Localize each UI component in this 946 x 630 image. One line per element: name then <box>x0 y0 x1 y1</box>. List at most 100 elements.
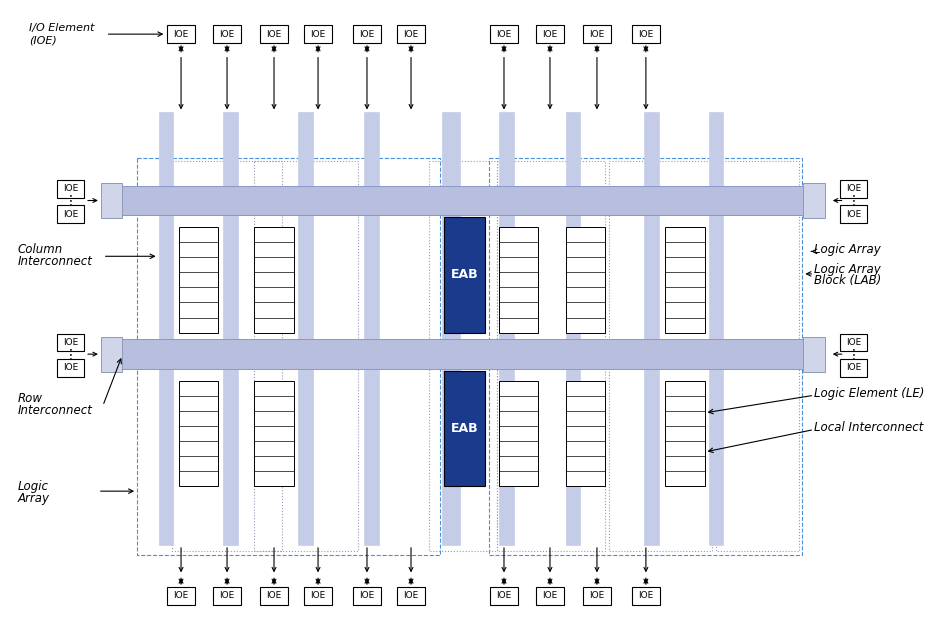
Bar <box>353 25 380 43</box>
Bar <box>159 112 173 545</box>
Bar <box>445 371 485 486</box>
Text: IOE: IOE <box>219 592 235 600</box>
Text: EAB: EAB <box>451 268 479 282</box>
Bar <box>584 587 611 605</box>
Text: I/O Element: I/O Element <box>29 23 95 33</box>
Bar <box>299 112 313 545</box>
Text: IOE: IOE <box>542 30 557 38</box>
Bar <box>499 381 538 486</box>
Text: IOE: IOE <box>173 30 188 38</box>
Text: IOE: IOE <box>267 30 282 38</box>
Bar <box>490 25 517 43</box>
Bar <box>566 112 580 545</box>
Text: IOE: IOE <box>62 338 79 347</box>
Text: Logic: Logic <box>18 480 48 493</box>
Bar <box>260 587 288 605</box>
Text: Logic Array: Logic Array <box>815 243 881 256</box>
Text: ⋮: ⋮ <box>63 195 78 209</box>
Bar <box>57 359 84 377</box>
Text: IOE: IOE <box>846 338 861 347</box>
Bar <box>709 112 723 545</box>
Bar <box>57 334 84 351</box>
Bar <box>101 183 122 218</box>
Text: Interconnect: Interconnect <box>18 404 93 418</box>
Bar <box>137 158 441 555</box>
Text: ⋮: ⋮ <box>847 195 860 209</box>
Bar <box>840 334 867 351</box>
Text: IOE: IOE <box>403 592 419 600</box>
Text: IOE: IOE <box>62 364 79 372</box>
Bar <box>179 227 219 333</box>
Bar <box>429 161 498 551</box>
Bar <box>397 25 425 43</box>
Bar <box>57 180 84 198</box>
Bar <box>223 112 237 545</box>
Bar <box>499 227 538 333</box>
Bar <box>840 180 867 198</box>
Text: IOE: IOE <box>589 592 604 600</box>
Text: EAB: EAB <box>451 422 479 435</box>
Text: IOE: IOE <box>310 592 325 600</box>
Bar <box>536 25 564 43</box>
Bar <box>260 25 288 43</box>
Bar <box>665 381 705 486</box>
Bar <box>803 336 825 372</box>
Bar <box>305 25 332 43</box>
Bar <box>584 25 611 43</box>
Bar <box>803 183 825 218</box>
Text: IOE: IOE <box>589 30 604 38</box>
Text: IOE: IOE <box>542 592 557 600</box>
Text: IOE: IOE <box>403 30 419 38</box>
Bar <box>644 112 658 545</box>
Bar <box>214 587 240 605</box>
Bar <box>397 587 425 605</box>
Text: ⋮: ⋮ <box>63 348 78 362</box>
Bar <box>840 359 867 377</box>
Text: IOE: IOE <box>267 592 282 600</box>
Bar <box>254 161 359 551</box>
Bar <box>353 587 380 605</box>
Text: ⋮: ⋮ <box>847 348 860 362</box>
Bar <box>443 112 460 545</box>
Bar <box>608 161 712 551</box>
Text: IOE: IOE <box>359 30 375 38</box>
Text: IOE: IOE <box>62 184 79 193</box>
Bar <box>716 161 798 551</box>
Text: Interconnect: Interconnect <box>18 255 93 268</box>
Text: Local Interconnect: Local Interconnect <box>815 421 923 434</box>
Bar <box>536 587 564 605</box>
Bar <box>167 587 195 605</box>
Bar <box>840 205 867 223</box>
Bar <box>117 186 808 215</box>
Bar <box>364 112 378 545</box>
Text: Logic Array: Logic Array <box>815 263 881 275</box>
Bar <box>214 25 240 43</box>
Bar <box>117 340 808 369</box>
Text: Column: Column <box>18 243 62 256</box>
Text: IOE: IOE <box>173 592 188 600</box>
Bar <box>167 25 195 43</box>
Bar <box>490 587 517 605</box>
Bar <box>499 112 514 545</box>
Text: IOE: IOE <box>639 30 654 38</box>
Text: IOE: IOE <box>846 364 861 372</box>
Bar <box>172 161 282 551</box>
Bar <box>632 25 659 43</box>
Bar <box>489 158 802 555</box>
Text: IOE: IOE <box>639 592 654 600</box>
Text: IOE: IOE <box>846 184 861 193</box>
Bar <box>101 336 122 372</box>
Text: (IOE): (IOE) <box>29 35 57 45</box>
Bar <box>305 587 332 605</box>
Bar <box>665 227 705 333</box>
Bar <box>117 186 808 215</box>
Text: Logic Element (LE): Logic Element (LE) <box>815 387 924 400</box>
Bar <box>632 587 659 605</box>
Bar <box>498 161 604 551</box>
Text: Block (LAB): Block (LAB) <box>815 274 882 287</box>
Text: IOE: IOE <box>359 592 375 600</box>
Bar <box>254 381 293 486</box>
Text: Array: Array <box>18 491 49 505</box>
Bar <box>445 217 485 333</box>
Text: IOE: IOE <box>310 30 325 38</box>
